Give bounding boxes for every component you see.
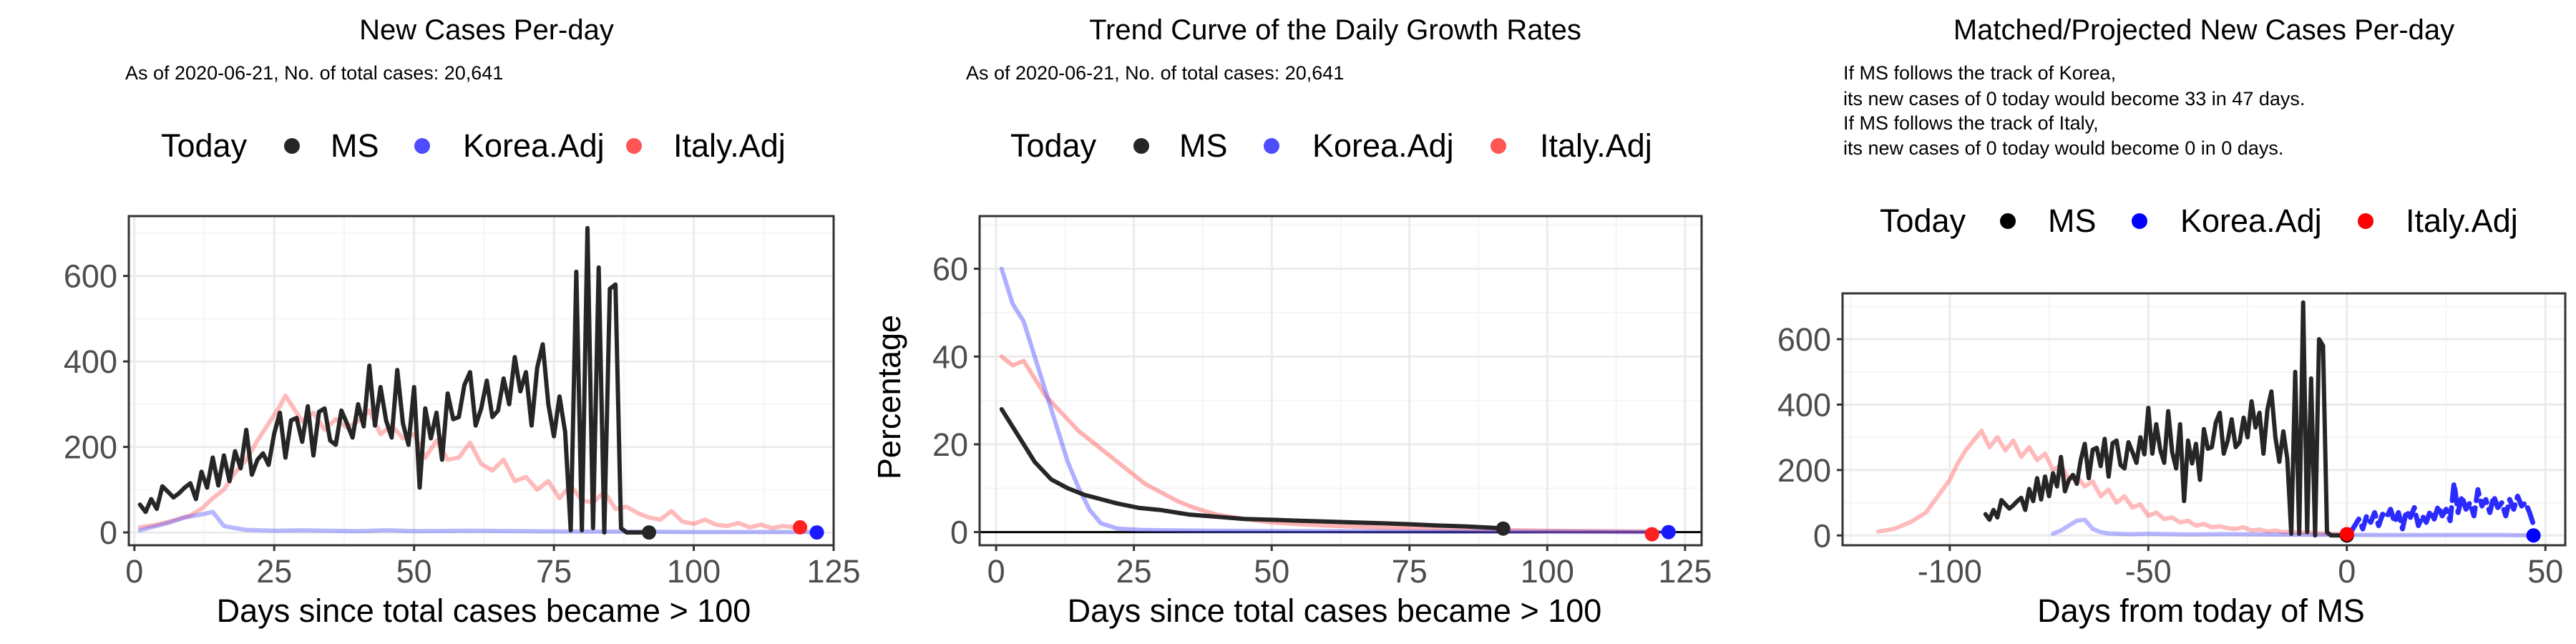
chart-subtitle-line-2: its new cases of 0 today would become 33… xyxy=(1843,88,2305,109)
x-axis-title: Days since total cases became > 100 xyxy=(1068,592,1602,629)
today-marker-ms xyxy=(1496,521,1511,536)
series-line-italy-adj xyxy=(1875,429,2349,537)
x-tick-label: 125 xyxy=(806,553,860,590)
y-tick-label: 200 xyxy=(1777,452,1831,489)
legend-label-korea: Korea.Adj xyxy=(1312,127,1454,164)
legend-label-italy: Italy.Adj xyxy=(2406,203,2518,239)
chart-subtitle: As of 2020-06-21, No. of total cases: 20… xyxy=(125,62,503,84)
x-tick-label: 50 xyxy=(396,553,432,590)
y-tick-label: 400 xyxy=(1777,386,1831,423)
plot-border xyxy=(127,215,835,547)
legend-label-ms: MS xyxy=(331,127,379,164)
x-axis-title: Days since total cases became > 100 xyxy=(217,592,751,629)
x-tick-label: 125 xyxy=(1658,553,1712,590)
legend-key-italy xyxy=(1491,138,1506,154)
x-tick-label: 75 xyxy=(1392,553,1428,590)
plot-border xyxy=(1841,292,2567,547)
plot-area: 0 25 50 75 100 125 0 20 40 60 xyxy=(932,215,1712,590)
legend: Today MS Korea.Adj Italy.Adj xyxy=(161,127,786,164)
x-axis-title: Days from today of MS xyxy=(2037,592,2365,629)
legend-key-ms xyxy=(1133,138,1149,154)
legend-title: Today xyxy=(1010,127,1097,164)
chart-panel-1: New Cases Per-day As of 2020-06-21, No. … xyxy=(64,14,861,629)
legend-label-korea: Korea.Adj xyxy=(2180,203,2322,239)
legend-label-korea: Korea.Adj xyxy=(463,127,605,164)
x-tick-label: 25 xyxy=(1116,553,1152,590)
legend: Today MS Korea.Adj Italy.Adj xyxy=(1880,203,2518,239)
series-line-ms xyxy=(999,406,1506,531)
legend-key-ms xyxy=(284,138,300,154)
y-tick-label: 400 xyxy=(64,343,117,380)
legend-key-korea xyxy=(2132,213,2147,229)
legend-key-ms xyxy=(2000,213,2016,229)
legend: Today MS Korea.Adj Italy.Adj xyxy=(1010,127,1652,164)
legend-title: Today xyxy=(1880,203,1966,239)
legend-key-korea xyxy=(414,138,430,154)
series-line-ms xyxy=(1983,300,2349,538)
chart-subtitle-line-1: If MS follows the track of Korea, xyxy=(1843,62,2116,84)
y-tick-label: 200 xyxy=(64,429,117,466)
legend-key-korea xyxy=(1264,138,1279,154)
series-line-italy-adj xyxy=(999,354,1654,534)
legend-label-ms: MS xyxy=(2048,203,2097,239)
plot-area: -100 -50 0 50 0 200 400 600 xyxy=(1777,292,2567,590)
chart-panel-3: Matched/Projected New Cases Per-day If M… xyxy=(1777,14,2567,629)
today-marker-korea-adj xyxy=(1661,525,1676,540)
y-tick-label: 600 xyxy=(64,258,117,295)
chart-subtitle-line-4: its new cases of 0 today would become 0 … xyxy=(1843,137,2283,159)
today-marker-korea-adj xyxy=(809,525,824,540)
x-tick-label: 0 xyxy=(125,553,143,590)
today-marker-italy-adj xyxy=(793,519,808,535)
series-line-italy-adj xyxy=(137,393,803,531)
plot-background xyxy=(129,216,834,545)
x-tick-label: 25 xyxy=(256,553,292,590)
series-line-korea-adj xyxy=(2051,517,2536,538)
legend-title: Today xyxy=(161,127,248,164)
legend-label-italy: Italy.Adj xyxy=(673,127,786,164)
y-tick-label: 0 xyxy=(99,514,117,551)
chart-title: New Cases Per-day xyxy=(359,14,614,46)
legend-key-italy xyxy=(2358,213,2373,229)
x-tick-label: -100 xyxy=(1918,553,1982,590)
chart-subtitle-line-3: If MS follows the track of Italy, xyxy=(1843,112,2099,134)
series-line-ms xyxy=(137,225,651,535)
x-tick-label: 100 xyxy=(667,553,721,590)
x-tick-label: 50 xyxy=(1254,553,1289,590)
x-tick-label: 50 xyxy=(2527,553,2563,590)
x-tick-label: 0 xyxy=(2338,553,2356,590)
x-tick-label: 0 xyxy=(987,553,1005,590)
chart-title: Matched/Projected New Cases Per-day xyxy=(1953,14,2454,46)
chart-title: Trend Curve of the Daily Growth Rates xyxy=(1089,14,1581,46)
chart-panel-2: Trend Curve of the Daily Growth Rates As… xyxy=(871,14,1712,629)
today-marker-ms xyxy=(642,525,657,540)
x-tick-label: 100 xyxy=(1521,553,1574,590)
y-axis-title: Percentage xyxy=(871,315,907,479)
legend-label-ms: MS xyxy=(1179,127,1228,164)
today-marker-italy-adj xyxy=(2339,527,2354,542)
y-tick-label: 40 xyxy=(932,338,968,375)
y-tick-label: 60 xyxy=(932,251,968,288)
y-tick-label: 0 xyxy=(950,514,968,551)
y-tick-label: 600 xyxy=(1777,321,1831,358)
x-tick-label: 75 xyxy=(536,553,572,590)
y-tick-label: 20 xyxy=(932,426,968,463)
plot-border xyxy=(978,215,1703,547)
plot-area: 0 25 50 75 100 125 0 200 400 600 xyxy=(64,215,861,590)
series-line-korea-projected xyxy=(2348,480,2537,535)
chart-subtitle: As of 2020-06-21, No. of total cases: 20… xyxy=(966,62,1344,84)
x-tick-label: -50 xyxy=(2125,553,2172,590)
y-tick-label: 0 xyxy=(1813,517,1831,554)
legend-label-italy: Italy.Adj xyxy=(1540,127,1652,164)
legend-key-italy xyxy=(626,138,642,154)
series-line-korea-adj xyxy=(999,266,1671,535)
series-line-korea-adj xyxy=(137,509,819,535)
today-marker-italy-adj xyxy=(1644,527,1659,542)
today-marker-korea-adj xyxy=(2526,528,2541,543)
